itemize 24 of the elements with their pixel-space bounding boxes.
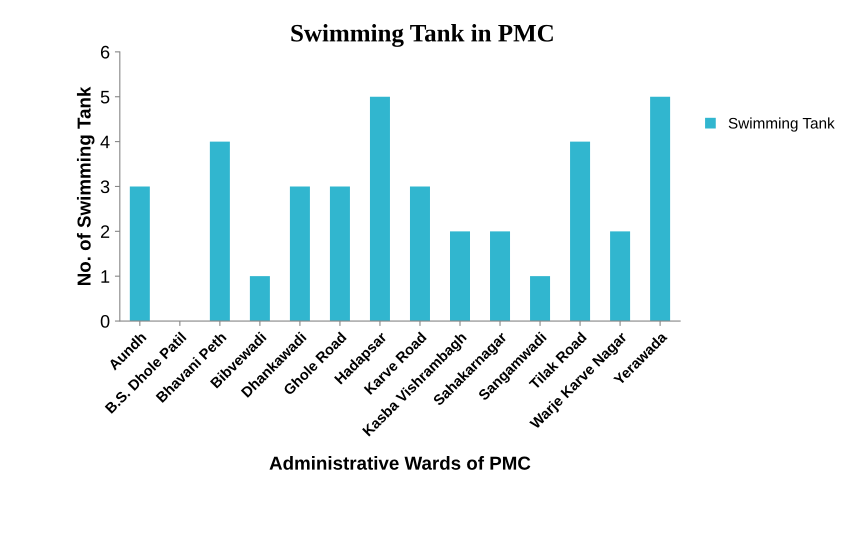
- chart-title: Swimming Tank in PMC: [291, 24, 553, 47]
- bar: [210, 142, 230, 322]
- y-axis-title: No. of Swimming Tank: [76, 86, 94, 286]
- x-axis-title: Administrative Wards of PMC: [270, 456, 530, 470]
- bar: [610, 231, 630, 322]
- y-tick-label: 5: [100, 90, 110, 104]
- bar: [330, 186, 350, 322]
- bar: [290, 186, 310, 322]
- legend-label: Swimming Tank: [728, 117, 835, 132]
- bar: [490, 231, 510, 322]
- bar: [450, 231, 470, 322]
- y-tick-label: 1: [101, 270, 110, 283]
- y-tick-label: 3: [100, 180, 110, 194]
- bar: [530, 276, 550, 322]
- bar: [370, 96, 390, 322]
- bar: [570, 142, 590, 322]
- bar: [130, 186, 150, 322]
- y-tick-label: 6: [100, 46, 110, 59]
- bar: [650, 96, 670, 322]
- y-tick-label: 2: [100, 225, 110, 238]
- bar: [250, 276, 270, 322]
- bar: [410, 186, 430, 322]
- y-tick-label: 4: [100, 136, 110, 148]
- y-tick-label: 0: [100, 314, 110, 328]
